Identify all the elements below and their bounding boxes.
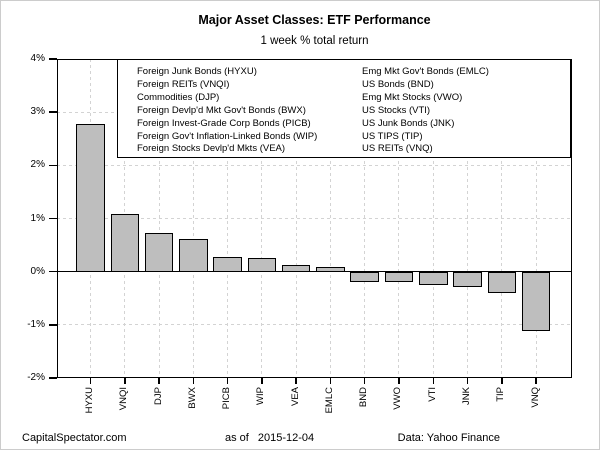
v-gridline xyxy=(398,59,400,378)
legend-item: US TIPS (TIP) xyxy=(362,130,423,142)
x-tick-label: WIP xyxy=(255,387,267,405)
x-tick-label: VNQI xyxy=(118,387,130,411)
x-tick-label: BND xyxy=(358,387,370,408)
x-tick xyxy=(501,378,503,384)
y-tick xyxy=(49,58,57,60)
y-tick xyxy=(49,270,57,273)
v-gridline xyxy=(192,59,194,378)
y-tick-label: 0% xyxy=(30,265,45,277)
v-gridline xyxy=(364,59,366,378)
x-tick xyxy=(295,378,297,384)
v-gridline xyxy=(261,59,263,378)
legend-item: US Bonds (BND) xyxy=(362,78,434,90)
legend-item: Foreign REITs (VNQI) xyxy=(137,78,230,90)
footer-data-credit: Data: Yahoo Finance xyxy=(397,432,500,444)
y-tick xyxy=(49,217,57,220)
asof-label: as of xyxy=(225,432,249,444)
bar-VNQI xyxy=(110,214,140,272)
footer-source: CapitalSpectator.com xyxy=(22,432,127,444)
y-tick-label: 2% xyxy=(30,159,45,171)
legend-item: US Junk Bonds (JNK) xyxy=(362,117,455,129)
legend-item: US REITs (VNQ) xyxy=(362,143,433,155)
x-tick-label: VWO xyxy=(392,387,404,410)
x-tick xyxy=(363,378,366,384)
zero-line xyxy=(57,270,572,273)
x-tick xyxy=(89,378,92,384)
y-tick-label: -1% xyxy=(27,318,45,330)
bar-BWX xyxy=(179,239,208,272)
bar-VWO xyxy=(384,271,414,283)
h-gridline xyxy=(57,324,572,326)
v-gridline xyxy=(501,59,503,378)
x-tick xyxy=(329,378,332,384)
x-tick-label: VTI xyxy=(426,387,438,402)
x-tick-label: JNK xyxy=(461,387,473,405)
x-tick-label: HYXU xyxy=(84,387,95,414)
x-tick xyxy=(192,378,195,384)
legend-item: Emg Mkt Stocks (VWO) xyxy=(362,91,463,103)
v-gridline xyxy=(227,59,229,378)
x-tick xyxy=(432,378,435,384)
bar-TIP xyxy=(487,271,517,293)
v-gridline xyxy=(295,59,297,378)
legend-item: Emg Mkt Gov't Bonds (EMLC) xyxy=(362,66,489,77)
y-tick xyxy=(49,164,57,167)
legend-item: Foreign Stocks Devlp'd Mkts (VEA) xyxy=(137,143,286,155)
bar-PICB xyxy=(213,257,242,272)
x-tick xyxy=(535,378,537,384)
legend-right-column: Emg Mkt Gov't Bonds (EMLC) US Bonds (BND)… xyxy=(362,66,489,156)
x-tick-label: VEA xyxy=(289,387,301,407)
x-tick-label: TIP xyxy=(495,387,507,402)
x-tick xyxy=(398,378,400,384)
bar-VNQ xyxy=(521,271,551,331)
legend-item: Commodities (DJP) xyxy=(137,91,220,103)
legend-left-column: Foreign Junk Bonds (HYXU) Foreign REITs (… xyxy=(137,66,317,156)
x-tick xyxy=(124,378,126,384)
x-tick-label: DJP xyxy=(152,387,164,405)
h-gridline xyxy=(57,218,572,219)
v-gridline xyxy=(535,59,537,378)
x-tick xyxy=(158,378,160,384)
y-tick-label: 3% xyxy=(30,106,45,118)
bar-BND xyxy=(350,271,379,283)
v-gridline xyxy=(467,59,469,378)
h-gridline xyxy=(57,164,572,166)
v-gridline xyxy=(432,59,434,378)
y-tick xyxy=(49,324,57,326)
y-tick-label: -2% xyxy=(27,372,45,383)
legend-box: Foreign Junk Bonds (HYXU) Foreign REITs (… xyxy=(117,59,571,158)
x-tick xyxy=(261,378,263,384)
bar-VTI xyxy=(419,271,448,285)
legend-item: Foreign Gov't Inflation-Linked Bonds (WI… xyxy=(137,130,318,142)
asof-date: 2015-12-04 xyxy=(257,432,315,444)
bar-JNK xyxy=(453,271,482,288)
v-gridline xyxy=(158,59,160,378)
x-tick-label: EMLC xyxy=(323,387,335,414)
bar-WIP xyxy=(247,257,277,272)
v-gridline xyxy=(329,59,331,378)
footer-asof: as of 2015-12-04 xyxy=(225,432,314,444)
y-tick xyxy=(49,111,57,113)
chart-title: Major Asset Classes: ETF Performance xyxy=(198,13,431,27)
bar-DJP xyxy=(144,233,174,272)
x-tick-label: PICB xyxy=(221,387,233,410)
chart-subtitle: 1 week % total return xyxy=(260,35,369,47)
x-tick xyxy=(226,378,229,384)
legend-item: Foreign Invest-Grade Corp Bonds (PICB) xyxy=(137,117,311,129)
legend-item: US Stocks (VTI) xyxy=(362,104,431,116)
x-tick-label: VNQ xyxy=(529,387,541,408)
x-tick-label: BWX xyxy=(186,387,198,409)
x-tick xyxy=(466,378,469,384)
y-tick-label: 1% xyxy=(30,212,45,224)
bar-HYXU xyxy=(76,123,105,272)
y-tick-label: 4% xyxy=(30,53,45,64)
y-tick xyxy=(49,377,57,379)
legend-item: Foreign Junk Bonds (HYXU) xyxy=(137,66,257,77)
legend-item: Foreign Devlp'd Mkt Gov't Bonds (BWX) xyxy=(137,104,306,116)
